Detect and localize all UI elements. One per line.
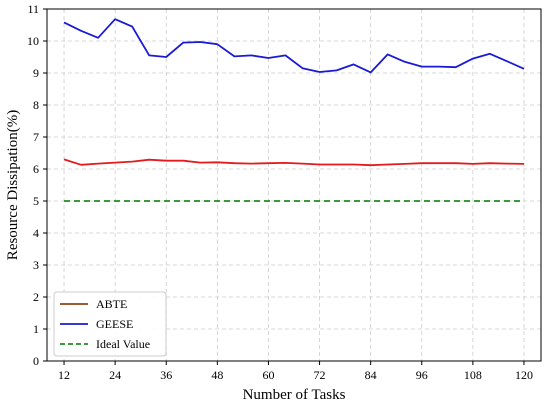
y-tick-label: 4 — [33, 226, 39, 240]
y-tick-label: 2 — [33, 290, 39, 304]
x-tick-label: 24 — [109, 368, 121, 382]
y-tick-label: 8 — [33, 98, 39, 112]
y-tick-label: 9 — [33, 66, 39, 80]
x-tick-label: 60 — [262, 368, 274, 382]
x-tick-label: 72 — [314, 368, 326, 382]
legend-label: ABTE — [96, 297, 127, 311]
y-tick-label: 7 — [33, 130, 39, 144]
plot-frame — [46, 8, 542, 362]
series-line-geese — [63, 18, 525, 74]
y-tick-label: 1 — [33, 322, 39, 336]
series-line-abte — [63, 158, 525, 167]
legend-box — [53, 291, 167, 357]
y-tick-label: 11 — [27, 2, 39, 16]
y-axis-title: Resource Dissipation(%) — [5, 110, 21, 260]
x-tick-label: 108 — [464, 368, 482, 382]
y-tick-label: 6 — [33, 162, 39, 176]
x-tick-label: 12 — [58, 368, 70, 382]
series-lines — [63, 18, 525, 202]
x-tick-label: 36 — [160, 368, 172, 382]
legend: ABTE GEESE Ideal Value — [53, 291, 167, 357]
x-tick-label: 84 — [365, 368, 377, 382]
y-tick-label: 0 — [33, 354, 39, 368]
x-tick-label: 48 — [211, 368, 223, 382]
legend-label: Ideal Value — [96, 337, 150, 351]
y-tick-label: 10 — [27, 34, 39, 48]
legend-label: GEESE — [96, 317, 133, 331]
x-tick-label: 120 — [515, 368, 533, 382]
x-tick-label: 96 — [416, 368, 428, 382]
x-axis-title: Number of Tasks — [243, 387, 346, 403]
y-tick-label: 5 — [33, 194, 39, 208]
y-tick-label: 3 — [33, 258, 39, 272]
